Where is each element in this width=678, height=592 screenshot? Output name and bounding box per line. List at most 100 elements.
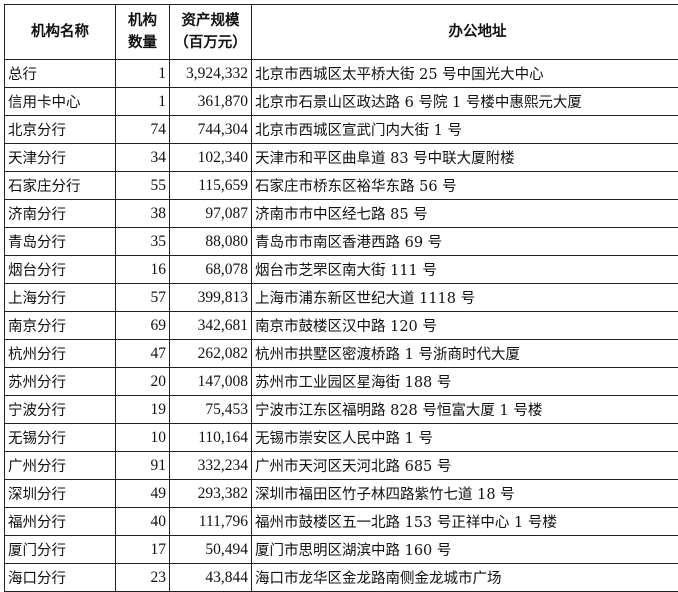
cell-name: 南京分行	[4, 311, 116, 340]
cell-address: 广州市天河区天河北路 685 号	[251, 451, 678, 480]
table-row: 信用卡中心 1 361,870 北京市石景山区政达路 6 号院 1 号楼中惠熙元大厦	[4, 87, 678, 116]
cell-name: 海口分行	[4, 563, 116, 592]
cell-name: 深圳分行	[4, 479, 116, 508]
cell-count: 10	[115, 423, 170, 452]
cell-name: 总行	[4, 59, 116, 88]
cell-name: 济南分行	[4, 199, 116, 228]
cell-address: 福州市鼓楼区五一北路 153 号正祥中心 1 号楼	[251, 507, 678, 536]
table-row: 天津分行 34 102,340 天津市和平区曲阜道 83 号中联大厦附楼	[4, 143, 678, 172]
cell-assets: 332,234	[169, 451, 252, 480]
table-row: 杭州分行 47 262,082 杭州市拱墅区密渡桥路 1 号浙商时代大厦	[4, 339, 678, 368]
table-row: 无锡分行 10 110,164 无锡市崇安区人民中路 1 号	[4, 423, 678, 452]
cell-count: 91	[115, 451, 170, 480]
cell-name: 福州分行	[4, 507, 116, 536]
cell-address: 青岛市市南区香港西路 69 号	[251, 227, 678, 256]
table-row: 上海分行 57 399,813 上海市浦东新区世纪大道 1118 号	[4, 283, 678, 312]
cell-address: 苏州市工业园区星海街 188 号	[251, 367, 678, 396]
cell-count: 40	[115, 507, 170, 536]
cell-count: 55	[115, 171, 170, 200]
cell-count: 17	[115, 535, 170, 564]
cell-name: 杭州分行	[4, 339, 116, 368]
cell-assets: 147,008	[169, 367, 252, 396]
header-assets-line1: 资产规模	[181, 12, 240, 29]
table-row: 海口分行 23 43,844 海口市龙华区金龙路南侧金龙城市广场	[4, 563, 678, 592]
cell-assets: 102,340	[169, 143, 252, 172]
cell-name: 石家庄分行	[4, 171, 116, 200]
table-row: 北京分行 74 744,304 北京市西城区宣武门内大街 1 号	[4, 115, 678, 144]
cell-address: 无锡市崇安区人民中路 1 号	[251, 423, 678, 452]
cell-assets: 75,453	[169, 395, 252, 424]
table-row: 宁波分行 19 75,453 宁波市江东区福明路 828 号恒富大厦 1 号楼	[4, 395, 678, 424]
cell-name: 北京分行	[4, 115, 116, 144]
cell-address: 上海市浦东新区世纪大道 1118 号	[251, 283, 678, 312]
cell-assets: 115,659	[169, 171, 252, 200]
cell-count: 1	[115, 59, 170, 88]
cell-assets: 50,494	[169, 535, 252, 564]
branch-table: 机构名称 机构 数量 资产规模 （百万元） 办公地址 总行 1 3,924,332 北京市…	[4, 4, 678, 592]
cell-assets: 361,870	[169, 87, 252, 116]
cell-assets: 262,082	[169, 339, 252, 368]
header-count-line2: 数量	[128, 34, 157, 51]
cell-address: 烟台市芝罘区南大街 111 号	[251, 255, 678, 284]
table-row: 南京分行 69 342,681 南京市鼓楼区汉中路 120 号	[4, 311, 678, 340]
table-row: 济南分行 38 97,087 济南市市中区经七路 85 号	[4, 199, 678, 228]
cell-assets: 744,304	[169, 115, 252, 144]
cell-name: 信用卡中心	[4, 87, 116, 116]
cell-name: 天津分行	[4, 143, 116, 172]
table-row: 烟台分行 16 68,078 烟台市芝罘区南大街 111 号	[4, 255, 678, 284]
cell-count: 16	[115, 255, 170, 284]
cell-address: 天津市和平区曲阜道 83 号中联大厦附楼	[251, 143, 678, 172]
cell-assets: 68,078	[169, 255, 252, 284]
header-row: 机构名称 机构数量 资产规模 （百万元） 办公地址	[4, 4, 678, 60]
cell-assets: 342,681	[169, 311, 252, 340]
table-row: 青岛分行 35 88,080 青岛市市南区香港西路 69 号	[4, 227, 678, 256]
cell-assets: 399,813	[169, 283, 252, 312]
header-name: 机构名称	[4, 4, 116, 60]
cell-count: 49	[115, 479, 170, 508]
table-row: 广州分行 91 332,234 广州市天河区天河北路 685 号	[4, 451, 678, 480]
header-address: 办公地址	[251, 4, 678, 60]
cell-count: 1	[115, 87, 170, 116]
cell-address: 深圳市福田区竹子林四路紫竹七道 18 号	[251, 479, 678, 508]
cell-assets: 3,924,332	[169, 59, 252, 88]
cell-name: 厦门分行	[4, 535, 116, 564]
header-assets: 资产规模 （百万元）	[169, 4, 252, 60]
cell-count: 38	[115, 199, 170, 228]
cell-address: 宁波市江东区福明路 828 号恒富大厦 1 号楼	[251, 395, 678, 424]
header-count-line1: 机构	[128, 12, 157, 29]
cell-address: 杭州市拱墅区密渡桥路 1 号浙商时代大厦	[251, 339, 678, 368]
table-row: 深圳分行 49 293,382 深圳市福田区竹子林四路紫竹七道 18 号	[4, 479, 678, 508]
cell-assets: 110,164	[169, 423, 252, 452]
cell-count: 47	[115, 339, 170, 368]
cell-count: 23	[115, 563, 170, 592]
cell-name: 广州分行	[4, 451, 116, 480]
cell-assets: 88,080	[169, 227, 252, 256]
table-row: 苏州分行 20 147,008 苏州市工业园区星海街 188 号	[4, 367, 678, 396]
cell-count: 34	[115, 143, 170, 172]
cell-address: 北京市西城区太平桥大街 25 号中国光大中心	[251, 59, 678, 88]
cell-count: 20	[115, 367, 170, 396]
cell-address: 石家庄市桥东区裕华东路 56 号	[251, 171, 678, 200]
cell-address: 厦门市思明区湖滨中路 160 号	[251, 535, 678, 564]
cell-assets: 293,382	[169, 479, 252, 508]
cell-name: 青岛分行	[4, 227, 116, 256]
cell-assets: 97,087	[169, 199, 252, 228]
cell-name: 宁波分行	[4, 395, 116, 424]
cell-assets: 43,844	[169, 563, 252, 592]
cell-address: 南京市鼓楼区汉中路 120 号	[251, 311, 678, 340]
cell-name: 无锡分行	[4, 423, 116, 452]
cell-count: 69	[115, 311, 170, 340]
table-row: 总行 1 3,924,332 北京市西城区太平桥大街 25 号中国光大中心	[4, 59, 678, 88]
cell-name: 烟台分行	[4, 255, 116, 284]
cell-count: 74	[115, 115, 170, 144]
cell-count: 35	[115, 227, 170, 256]
cell-name: 苏州分行	[4, 367, 116, 396]
table-row: 石家庄分行 55 115,659 石家庄市桥东区裕华东路 56 号	[4, 171, 678, 200]
cell-address: 北京市石景山区政达路 6 号院 1 号楼中惠熙元大厦	[251, 87, 678, 116]
cell-count: 57	[115, 283, 170, 312]
cell-address: 海口市龙华区金龙路南侧金龙城市广场	[251, 563, 678, 592]
header-assets-line2: （百万元）	[174, 34, 247, 51]
cell-name: 上海分行	[4, 283, 116, 312]
header-count: 机构 数量	[115, 4, 170, 60]
cell-address: 北京市西城区宣武门内大街 1 号	[251, 115, 678, 144]
